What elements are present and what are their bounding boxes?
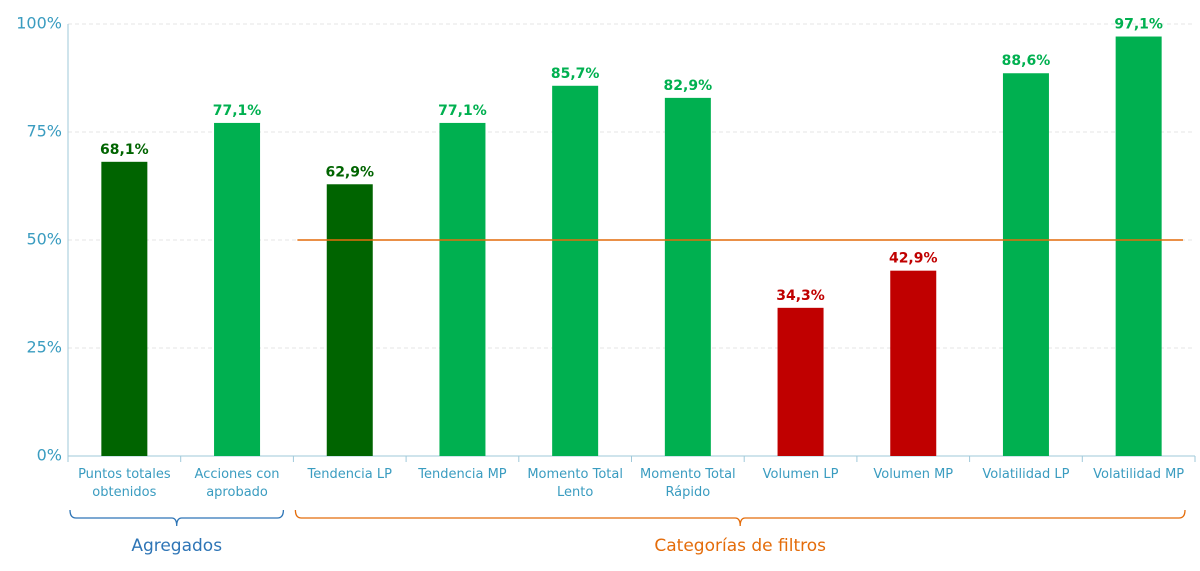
group-bracket bbox=[69, 509, 285, 527]
x-tick-label: Momento Total Lento bbox=[527, 467, 623, 500]
value-label: 85,7% bbox=[551, 66, 600, 82]
value-label: 62,9% bbox=[325, 164, 374, 180]
value-label: 88,6% bbox=[1002, 53, 1051, 69]
bar bbox=[214, 122, 261, 456]
group-bracket bbox=[294, 509, 1186, 527]
bar bbox=[1115, 36, 1162, 456]
x-tick-label: Momento Total Rápido bbox=[640, 467, 736, 500]
value-label: 77,1% bbox=[438, 103, 487, 119]
x-tick-label: Volatilidad LP bbox=[982, 467, 1070, 482]
x-tick-label: Puntos totales obtenidos bbox=[78, 467, 171, 500]
y-tick-label: 50% bbox=[26, 230, 62, 249]
bar bbox=[890, 270, 937, 456]
group-label: Agregados bbox=[131, 536, 222, 556]
y-tick-label: 100% bbox=[16, 14, 62, 33]
bar bbox=[326, 184, 373, 456]
value-label: 82,9% bbox=[664, 78, 713, 94]
y-tick-label: 25% bbox=[26, 338, 62, 357]
value-label: 34,3% bbox=[776, 288, 825, 304]
value-label: 42,9% bbox=[889, 251, 938, 267]
bar bbox=[664, 97, 711, 456]
value-label: 77,1% bbox=[213, 103, 262, 119]
x-tick-label: Acciones con aprobado bbox=[194, 467, 280, 500]
x-tick-label: Volumen MP bbox=[873, 467, 954, 482]
group-label: Categorías de filtros bbox=[654, 536, 826, 556]
y-tick-label: 75% bbox=[26, 122, 62, 141]
value-label: 97,1% bbox=[1114, 17, 1163, 33]
x-tick-label: Volumen LP bbox=[762, 467, 839, 482]
x-tick-label: Tendencia LP bbox=[307, 467, 392, 482]
y-tick-label: 0% bbox=[37, 446, 62, 465]
bar bbox=[552, 85, 599, 456]
bar bbox=[439, 122, 486, 456]
bar bbox=[1002, 73, 1049, 457]
x-tick-label: Volatilidad MP bbox=[1093, 467, 1185, 482]
bar bbox=[777, 307, 824, 456]
value-label: 68,1% bbox=[100, 142, 149, 158]
x-tick-label: Tendencia MP bbox=[418, 467, 507, 482]
bar bbox=[101, 161, 148, 457]
